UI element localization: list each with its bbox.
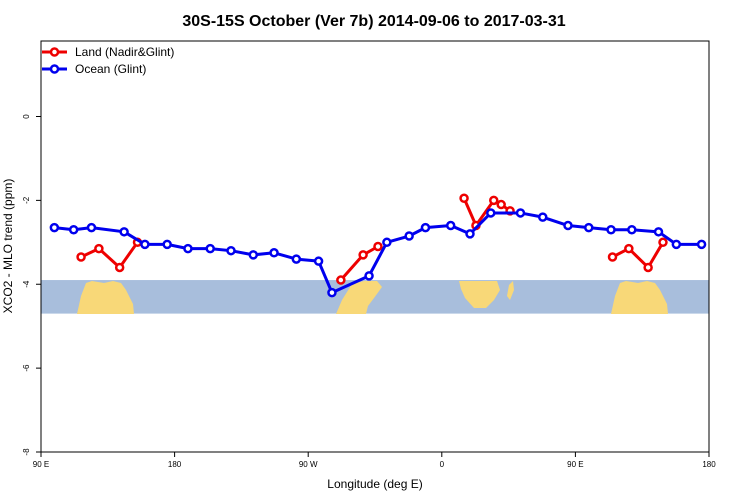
x-axis-label: Longitude (deg E) bbox=[327, 477, 422, 491]
data-point-ocean bbox=[140, 239, 150, 250]
data-point-ocean bbox=[563, 220, 573, 231]
data-point-ocean bbox=[226, 245, 236, 256]
map-band-land-australia-repeat bbox=[611, 281, 668, 314]
map-band-land-madagascar bbox=[507, 281, 514, 300]
data-point-ocean bbox=[49, 222, 60, 233]
data-point-land bbox=[459, 193, 469, 204]
data-point-land bbox=[496, 199, 506, 210]
data-point-ocean bbox=[183, 243, 193, 254]
data-point-ocean bbox=[420, 222, 431, 233]
legend-marker-land bbox=[49, 47, 60, 57]
x-tick-label: 180 bbox=[702, 460, 716, 469]
data-point-ocean bbox=[68, 224, 79, 235]
data-point-ocean bbox=[627, 224, 637, 235]
x-tick-label: 180 bbox=[168, 460, 182, 469]
data-point-land bbox=[658, 237, 668, 248]
data-point-ocean bbox=[465, 229, 475, 239]
legend-label-ocean: Ocean (Glint) bbox=[75, 62, 146, 76]
data-point-ocean bbox=[445, 220, 456, 231]
map-band-land-africa bbox=[459, 281, 500, 308]
x-tick-label: 90 W bbox=[299, 460, 318, 469]
data-point-ocean bbox=[119, 227, 129, 237]
y-tick-label: 0 bbox=[22, 114, 31, 119]
map-band-land-australia bbox=[77, 281, 134, 314]
data-point-land bbox=[358, 250, 368, 260]
data-point-ocean bbox=[327, 287, 337, 298]
data-point-ocean bbox=[364, 271, 374, 281]
data-point-land bbox=[336, 275, 346, 285]
data-point-land bbox=[76, 252, 86, 262]
x-tick-label: 90 E bbox=[567, 460, 583, 469]
data-point-land bbox=[643, 262, 653, 273]
legend: Land (Nadir&Glint) Ocean (Glint) bbox=[42, 45, 174, 76]
data-point-ocean bbox=[696, 239, 707, 250]
data-point-land bbox=[373, 241, 383, 252]
data-point-ocean bbox=[269, 248, 279, 258]
x-axis: 90 E 180 90 W 0 90 E 180 bbox=[33, 452, 716, 469]
data-point-ocean bbox=[205, 243, 215, 254]
data-point-ocean bbox=[248, 250, 259, 260]
y-axis: -8 -6 -4 -2 0 bbox=[22, 114, 41, 456]
data-point-land bbox=[489, 195, 499, 206]
legend-marker-ocean bbox=[49, 64, 60, 74]
data-point-land bbox=[114, 262, 125, 273]
data-point-ocean bbox=[382, 237, 392, 248]
y-axis-label: XCO2 - MLO trend (ppm) bbox=[1, 179, 15, 314]
data-point-ocean bbox=[404, 231, 414, 241]
plot-frame bbox=[40, 40, 710, 453]
chart-title: 30S-15S October (Ver 7b) 2014-09-06 to 2… bbox=[182, 13, 565, 30]
data-point-ocean bbox=[86, 222, 97, 233]
data-point-land bbox=[624, 243, 634, 254]
y-tick-label: -2 bbox=[22, 196, 31, 204]
x-tick-label: 0 bbox=[440, 460, 445, 469]
map-band-land-south-america bbox=[336, 281, 382, 314]
y-tick-label: -6 bbox=[22, 364, 31, 372]
series-line-land bbox=[80, 241, 139, 269]
data-point-ocean bbox=[653, 227, 664, 237]
data-point-ocean bbox=[606, 224, 616, 235]
data-point-ocean bbox=[291, 254, 302, 264]
y-tick-label: -8 bbox=[22, 448, 31, 456]
data-point-land bbox=[607, 252, 618, 262]
series-line-land bbox=[611, 241, 665, 269]
map-band bbox=[41, 280, 709, 314]
data-point-land bbox=[94, 243, 104, 254]
data-point-ocean bbox=[515, 208, 526, 218]
legend-label-land: Land (Nadir&Glint) bbox=[75, 45, 174, 59]
data-point-ocean bbox=[313, 256, 324, 266]
series-layer bbox=[49, 193, 707, 298]
data-point-ocean bbox=[584, 222, 594, 233]
data-point-ocean bbox=[537, 212, 548, 222]
data-point-ocean bbox=[162, 239, 172, 250]
data-point-ocean bbox=[486, 208, 496, 218]
y-tick-label: -4 bbox=[22, 280, 31, 288]
x-tick-label: 90 E bbox=[33, 460, 49, 469]
data-point-ocean bbox=[671, 239, 682, 250]
